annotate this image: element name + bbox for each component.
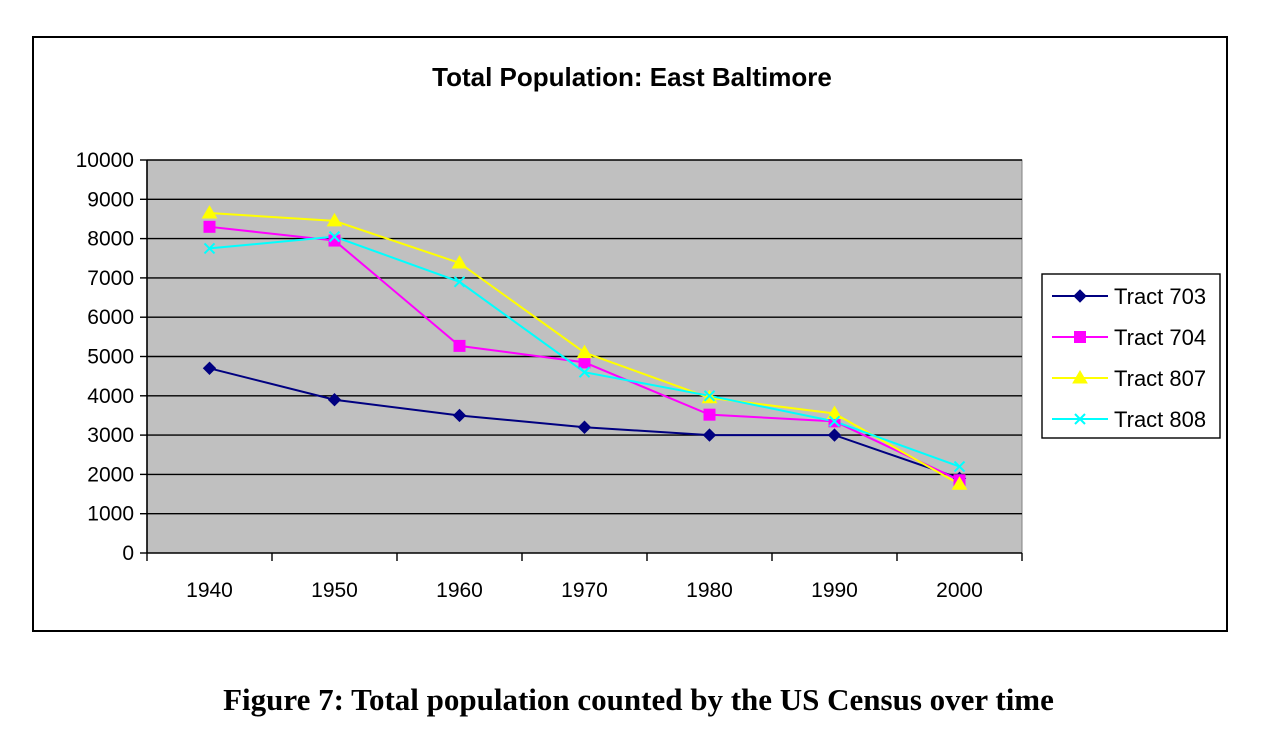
point-tract-807-1940	[201, 205, 218, 219]
y-tick-label: 8000	[87, 228, 134, 251]
y-tick-label: 6000	[87, 306, 134, 329]
legend-label: Tract 704	[1114, 325, 1206, 350]
point-tract-808-1980	[703, 390, 716, 402]
x-stroke	[828, 415, 841, 428]
legend-item-tract-807: Tract 807	[1052, 366, 1206, 391]
x-stroke	[203, 242, 216, 255]
point-tract-704-1960	[453, 339, 466, 352]
x-tick-label-1990: 1990	[811, 579, 858, 602]
point-tract-703-1940	[202, 361, 217, 375]
x-stroke	[703, 390, 716, 402]
x-tick-label-2000: 2000	[936, 579, 983, 602]
point-tract-704-1950	[328, 234, 341, 247]
x-stroke	[1074, 413, 1086, 425]
point-tract-807-1960	[451, 254, 468, 269]
point-tract-808-1950	[328, 230, 341, 243]
legend-marker	[1073, 289, 1087, 303]
point-tract-704-1980	[703, 408, 716, 421]
point-tract-703-1980	[702, 428, 717, 442]
y-tick-label: 7000	[87, 267, 134, 290]
x-tick-label-1940: 1940	[186, 579, 233, 602]
point-tract-808-1970	[578, 366, 591, 378]
point-tract-808-1990	[828, 415, 841, 428]
point-tract-807-1970	[576, 344, 593, 359]
y-tick-label: 10000	[76, 149, 134, 172]
point-tract-704-1970	[578, 356, 591, 369]
point-tract-703-1970	[577, 420, 592, 434]
legend-label: Tract 807	[1114, 366, 1206, 391]
legend-marker	[1074, 331, 1086, 343]
y-tick-label: 9000	[87, 188, 134, 211]
legend-item-tract-808: Tract 808	[1052, 407, 1206, 432]
x-tick-label-1970: 1970	[561, 579, 608, 602]
x-stroke	[578, 366, 591, 378]
y-tick-label: 2000	[87, 463, 134, 486]
chart-title: Total Population: East Baltimore	[432, 62, 832, 92]
x-stroke	[953, 460, 966, 473]
point-tract-703-1950	[327, 393, 342, 407]
legend-item-tract-704: Tract 704	[1052, 325, 1206, 350]
legend-marker	[1072, 370, 1088, 384]
point-tract-808-1940	[203, 242, 216, 255]
point-tract-807-1950	[326, 212, 343, 227]
legend-box	[1041, 273, 1221, 439]
legend-label: Tract 703	[1114, 284, 1206, 309]
x-stroke	[453, 276, 466, 288]
x-stroke	[328, 230, 341, 243]
point-tract-703-1960	[452, 408, 467, 423]
x-tick-label-1950: 1950	[311, 579, 358, 602]
chart-frame: Total Population: East Baltimore 0 1000 20…	[32, 36, 1228, 632]
y-tick-label: 3000	[87, 424, 134, 447]
legend-label: Tract 808	[1114, 407, 1206, 432]
x-tick-label-1980: 1980	[686, 579, 733, 602]
point-tract-703-1990	[827, 428, 842, 442]
figure-caption: Figure 7: Total population counted by th…	[223, 682, 1054, 717]
point-tract-808-2000	[953, 460, 966, 473]
point-tract-704-1940	[203, 220, 216, 233]
plot-area: 0 1000 2000 3000 4000 5000 6000 7000 8000 9000 100…	[76, 149, 1023, 602]
x-tick-label-1960: 1960	[436, 579, 483, 602]
population-line-chart: Total Population: East Baltimore 0 1000 20…	[76, 62, 1221, 602]
y-tick-label: 4000	[87, 385, 134, 408]
point-tract-807-2000	[951, 476, 968, 490]
point-tract-808-1960	[453, 276, 466, 288]
y-tick-label: 0	[122, 542, 134, 565]
legend-item-tract-703: Tract 703	[1052, 284, 1206, 309]
y-tick-label: 1000	[87, 503, 134, 526]
legend: Tract 703 Tract 704 Tract 807 Tract 808	[1041, 273, 1221, 439]
y-tick-label: 5000	[87, 346, 134, 369]
legend-marker	[1074, 413, 1086, 425]
point-tract-807-1990	[826, 405, 843, 419]
